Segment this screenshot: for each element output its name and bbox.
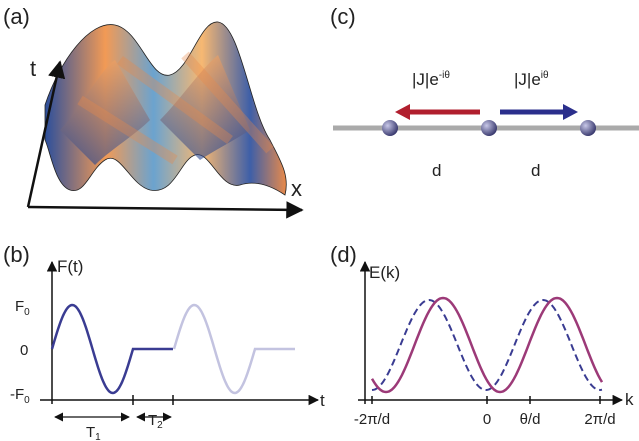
force-curve bbox=[50, 303, 173, 395]
interval-label: T1 bbox=[86, 424, 101, 441]
interval-label: T2 bbox=[148, 412, 163, 431]
axis-label: t bbox=[30, 56, 36, 81]
axis-label: k bbox=[625, 390, 634, 409]
x-ticks bbox=[371, 396, 601, 404]
panel-label: (b) bbox=[3, 242, 30, 267]
tick-label: F0 bbox=[15, 298, 30, 318]
dispersion-curve bbox=[371, 298, 603, 392]
axis-label: E(k) bbox=[369, 263, 400, 282]
panel-label: (c) bbox=[330, 4, 356, 29]
hop-label: |J|eiθ bbox=[514, 70, 549, 89]
hop-label: |J|e-iθ bbox=[412, 70, 450, 89]
tick-label: 2π/d bbox=[584, 411, 615, 428]
panel-label: (a) bbox=[3, 4, 30, 29]
panel-label: (d) bbox=[330, 242, 357, 267]
site bbox=[580, 120, 596, 136]
dispersion-curve bbox=[370, 296, 604, 394]
axis-label: t bbox=[320, 391, 325, 410]
spacing-label: d bbox=[432, 161, 441, 180]
axis-label: x bbox=[291, 176, 302, 201]
t-axis bbox=[26, 60, 66, 208]
surface bbox=[44, 21, 287, 196]
x-axis bbox=[27, 201, 304, 219]
site bbox=[481, 120, 497, 136]
tick-label: 0 bbox=[483, 411, 491, 428]
spacing-label: d bbox=[531, 161, 540, 180]
tick-label: -2π/d bbox=[354, 411, 390, 428]
tick-label: -F0 bbox=[10, 386, 30, 406]
site bbox=[382, 120, 398, 136]
tick-label: θ/d bbox=[520, 411, 541, 428]
tick-label: 0 bbox=[20, 342, 28, 359]
axis-label: F(t) bbox=[57, 257, 83, 276]
force-curve bbox=[172, 303, 295, 395]
